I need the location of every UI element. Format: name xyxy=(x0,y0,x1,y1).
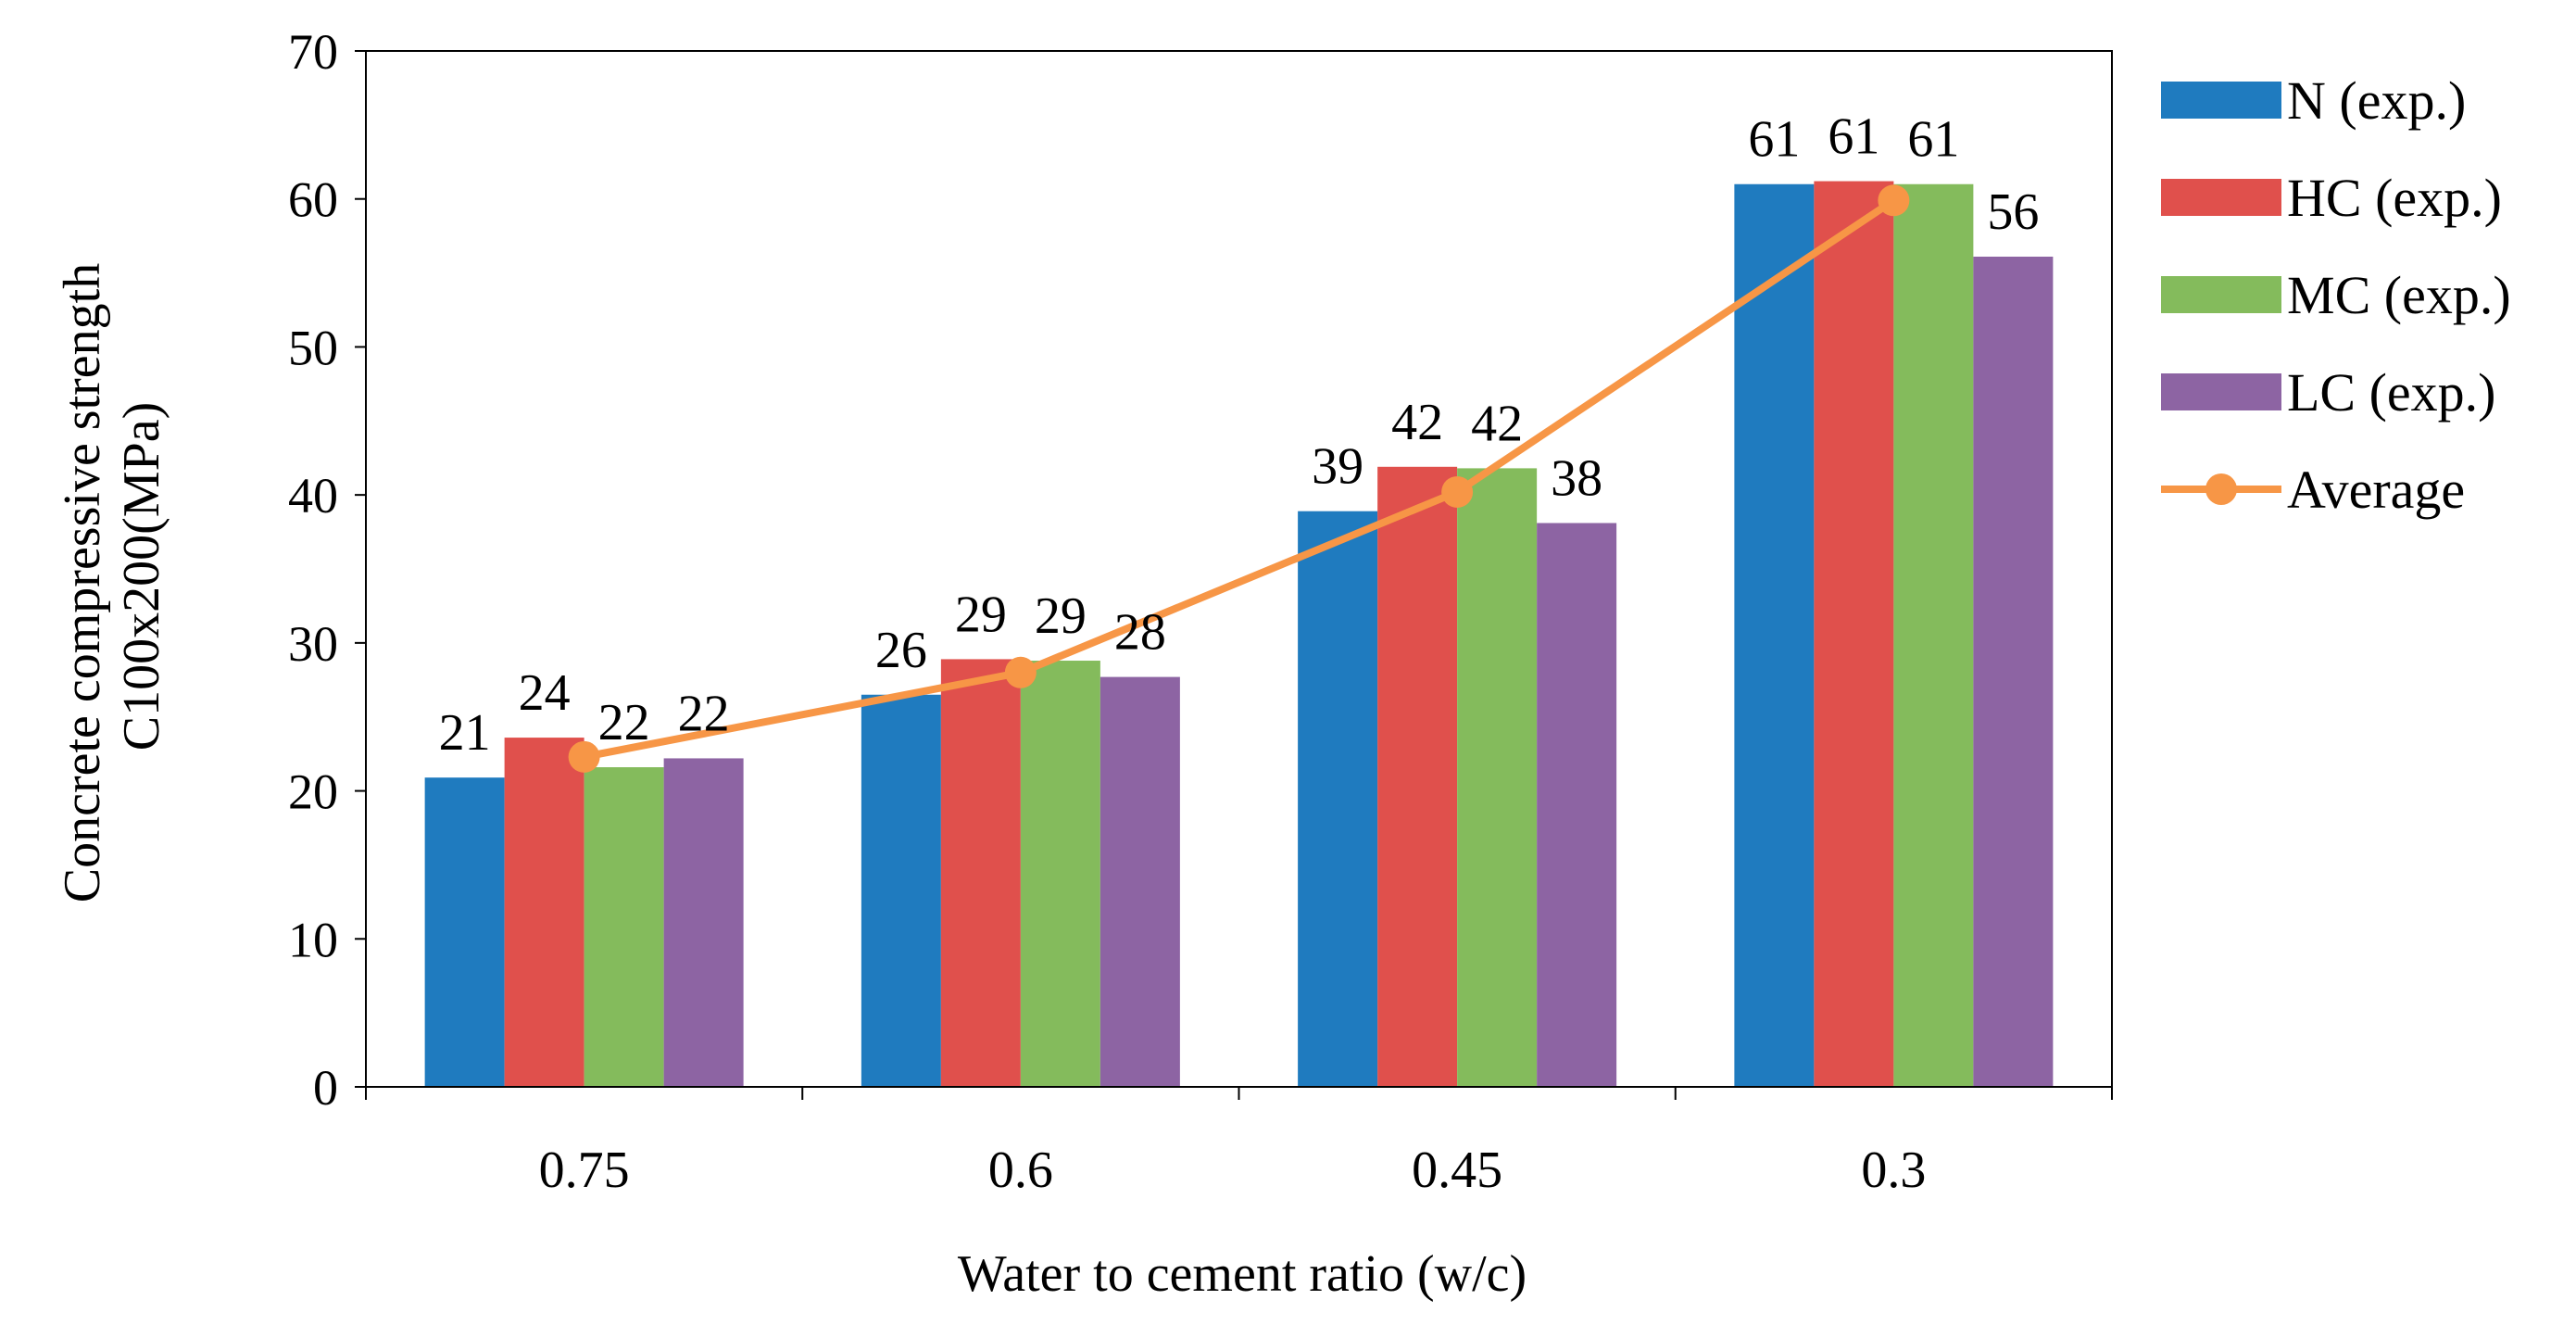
legend-marker-average xyxy=(2205,473,2237,505)
average-marker-0.75 xyxy=(568,740,600,773)
data-labels: 21 26 39 61 24 29 42 61 22 29 42 61 22 28 38 56 xyxy=(439,108,2040,763)
bar-mc-0.6 xyxy=(1020,661,1100,1087)
y-tick-label-10: 10 xyxy=(288,912,338,967)
axes: 0 10 20 30 40 50 60 70 0.75 0.6 0.45 0.3 xyxy=(288,24,2113,1199)
legend-label-average: Average xyxy=(2287,460,2465,520)
legend-label-n: N (exp.) xyxy=(2287,70,2466,131)
x-tick-label-0.45: 0.45 xyxy=(1412,1142,1502,1199)
legend-swatch-hc xyxy=(2161,179,2281,216)
bar-lc-0.6 xyxy=(1100,676,1180,1087)
y-axis-title-line-2: C100x200(MPa) xyxy=(113,402,170,751)
legend-label-lc: LC (exp.) xyxy=(2287,362,2496,423)
legend-label-hc: HC (exp.) xyxy=(2287,168,2502,228)
data-label-mc-0.3: 61 xyxy=(1907,111,1959,169)
bar-hc-0.3 xyxy=(1814,181,1894,1087)
bar-hc-0.45 xyxy=(1377,466,1458,1088)
bar-mc-0.3 xyxy=(1893,183,1974,1087)
y-tick-label-50: 50 xyxy=(288,320,338,375)
data-label-mc-0.45: 42 xyxy=(1471,395,1523,452)
y-tick-label-30: 30 xyxy=(288,616,338,672)
x-axis-title: Water to cement ratio (w/c) xyxy=(958,1245,1527,1303)
data-label-n-0.3: 61 xyxy=(1748,111,1800,169)
bar-n-0.6 xyxy=(861,694,941,1087)
data-label-n-0.6: 26 xyxy=(875,622,927,679)
data-label-lc-0.3: 56 xyxy=(1987,183,2039,241)
y-tick-label-0: 0 xyxy=(313,1060,338,1116)
legend-swatch-mc xyxy=(2161,276,2281,313)
y-tick-label-40: 40 xyxy=(288,468,338,524)
bar-n-0.3 xyxy=(1734,183,1815,1087)
x-tick-label-0.3: 0.3 xyxy=(1861,1142,1926,1199)
bar-n-0.45 xyxy=(1298,511,1378,1087)
x-tick-label-0.6: 0.6 xyxy=(988,1142,1053,1199)
bar-lc-0.3 xyxy=(1973,257,2054,1087)
y-tick-label-70: 70 xyxy=(288,24,338,80)
average-line xyxy=(583,196,1896,761)
y-axis-title-line-1: Concrete compressive strength xyxy=(54,263,111,902)
y-tick-label-60: 60 xyxy=(288,172,338,228)
bar-lc-0.45 xyxy=(1537,523,1617,1087)
data-label-hc-0.6: 29 xyxy=(955,586,1007,643)
bar-hc-0.6 xyxy=(940,659,1021,1087)
data-label-mc-0.75: 22 xyxy=(598,694,650,751)
average-marker-0.3 xyxy=(1878,184,1910,217)
bar-n-0.75 xyxy=(424,777,505,1087)
data-label-n-0.75: 21 xyxy=(439,704,491,762)
bar-mc-0.75 xyxy=(584,767,664,1087)
average-marker-0.45 xyxy=(1441,475,1474,508)
bar-lc-0.75 xyxy=(663,758,744,1087)
y-tick-label-20: 20 xyxy=(288,764,338,820)
bar-hc-0.75 xyxy=(504,738,584,1087)
data-label-n-0.45: 39 xyxy=(1312,438,1363,496)
plot-area xyxy=(424,181,2054,1088)
data-label-mc-0.6: 29 xyxy=(1035,587,1087,645)
data-label-hc-0.45: 42 xyxy=(1391,394,1443,451)
data-label-hc-0.75: 24 xyxy=(519,664,571,722)
legend-swatch-lc xyxy=(2161,373,2281,410)
x-tick-label-0.75: 0.75 xyxy=(539,1142,630,1199)
legend-label-mc: MC (exp.) xyxy=(2287,265,2511,325)
data-label-lc-0.75: 22 xyxy=(678,685,730,742)
legend-swatch-n xyxy=(2161,82,2281,119)
legend: N (exp.) HC (exp.) MC (exp.) LC (exp.) Avera… xyxy=(2161,70,2511,520)
y-axis-title: Concrete compressive strength C100x200(M… xyxy=(54,250,170,902)
bar-mc-0.45 xyxy=(1457,468,1538,1087)
data-label-hc-0.3: 61 xyxy=(1828,108,1879,166)
data-label-lc-0.6: 28 xyxy=(1114,604,1166,662)
data-label-lc-0.45: 38 xyxy=(1551,449,1602,507)
average-marker-0.6 xyxy=(1004,656,1037,688)
